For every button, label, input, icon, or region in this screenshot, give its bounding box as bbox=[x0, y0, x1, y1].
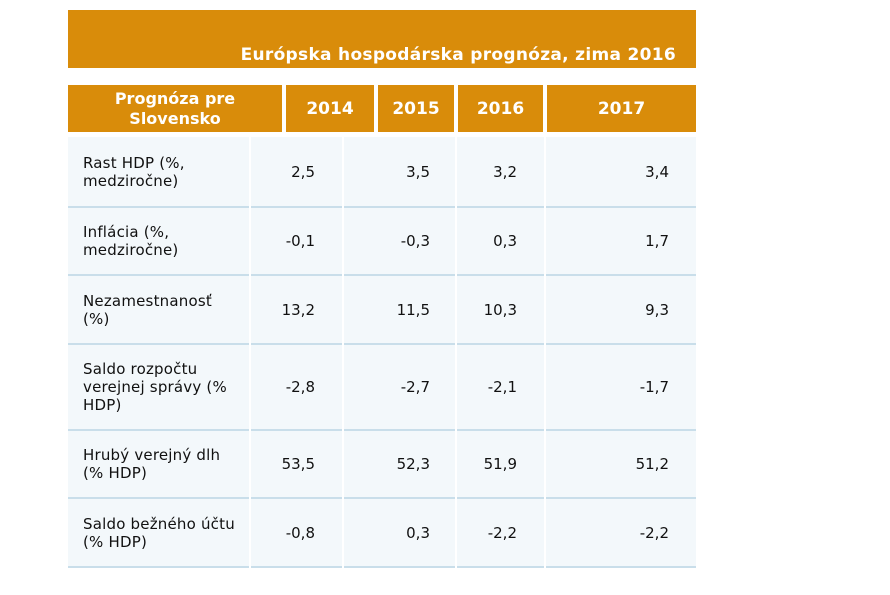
value: 1,7 bbox=[645, 232, 669, 250]
row-label: Hrubý verejný dlh (% HDP) bbox=[83, 446, 221, 482]
row-label-cell: Nezamestnanosť (%) bbox=[68, 276, 249, 345]
row-label-cell: Rast HDP (%, medziročne) bbox=[68, 137, 249, 208]
value: 0,3 bbox=[406, 523, 430, 542]
value: -2,1 bbox=[487, 378, 517, 396]
table-title-bar: Európska hospodárska prognóza, zima 2016 bbox=[68, 10, 696, 68]
value-cell: -0,1 bbox=[251, 208, 342, 276]
value: 13,2 bbox=[281, 300, 315, 319]
header-year-2015: 2015 bbox=[378, 85, 454, 132]
value: -2,2 bbox=[639, 523, 669, 542]
row-label-cell: Saldo rozpočtu verejnej správy (% HDP) bbox=[68, 345, 249, 431]
value-cell: -0,8 bbox=[251, 499, 342, 568]
value: 3,2 bbox=[493, 162, 517, 181]
row-label: Nezamestnanosť (%) bbox=[83, 291, 212, 328]
value-cell: 1,7 bbox=[546, 208, 696, 276]
value-cell: -0,3 bbox=[344, 208, 455, 276]
value: 51,2 bbox=[635, 455, 669, 473]
value: 9,3 bbox=[645, 300, 669, 319]
row-label-cell: Inflácia (%, medziročne) bbox=[68, 208, 249, 276]
value: -0,1 bbox=[285, 232, 315, 250]
value-cell: 3,5 bbox=[344, 137, 455, 208]
value-cell: 51,2 bbox=[546, 431, 696, 499]
header-year-label: 2016 bbox=[476, 98, 525, 119]
header-year-2017: 2017 bbox=[547, 85, 696, 132]
value-cell: 11,5 bbox=[344, 276, 455, 345]
header-year-label: 2014 bbox=[306, 98, 354, 119]
header-year-label: 2017 bbox=[597, 98, 646, 119]
value-cell: -1,7 bbox=[546, 345, 696, 431]
value-cell: 9,3 bbox=[546, 276, 696, 345]
value-cell: -2,2 bbox=[546, 499, 696, 568]
value: 53,5 bbox=[281, 455, 315, 473]
value: 2,5 bbox=[291, 162, 315, 181]
value-cell: -2,2 bbox=[457, 499, 544, 568]
header-label-cell: Prognóza pre Slovensko bbox=[68, 85, 282, 132]
value-cell: 51,9 bbox=[457, 431, 544, 499]
value: 10,3 bbox=[483, 300, 517, 319]
header-year-2016: 2016 bbox=[458, 85, 543, 132]
value: -2,2 bbox=[487, 523, 517, 542]
value: -0,3 bbox=[400, 232, 430, 250]
row-label-cell: Hrubý verejný dlh (% HDP) bbox=[68, 431, 249, 499]
value-cell: -2,7 bbox=[344, 345, 455, 431]
value-cell: 53,5 bbox=[251, 431, 342, 499]
value: 11,5 bbox=[396, 300, 430, 319]
value: 3,4 bbox=[645, 162, 669, 181]
value-cell: -2,1 bbox=[457, 345, 544, 431]
value-cell: 3,2 bbox=[457, 137, 544, 208]
value-cell: 52,3 bbox=[344, 431, 455, 499]
value: 52,3 bbox=[396, 455, 430, 473]
value: -2,7 bbox=[400, 378, 430, 396]
row-label: Rast HDP (%, medziročne) bbox=[83, 153, 185, 190]
row-label-cell: Saldo bežného účtu (% HDP) bbox=[68, 499, 249, 568]
row-label: Saldo rozpočtu verejnej správy (% HDP) bbox=[83, 360, 227, 414]
value: -0,8 bbox=[285, 523, 315, 542]
value: 3,5 bbox=[406, 162, 430, 181]
value: -2,8 bbox=[285, 378, 315, 396]
value-cell: 0,3 bbox=[344, 499, 455, 568]
value-cell: 10,3 bbox=[457, 276, 544, 345]
header-label: Prognóza pre Slovensko bbox=[114, 88, 236, 128]
value-cell: 0,3 bbox=[457, 208, 544, 276]
value: -1,7 bbox=[639, 378, 669, 396]
row-label: Saldo bežného účtu (% HDP) bbox=[83, 514, 235, 551]
table-title: Európska hospodárska prognóza, zima 2016 bbox=[240, 45, 676, 65]
header-year-label: 2015 bbox=[392, 98, 440, 119]
value: 51,9 bbox=[483, 455, 517, 473]
value-cell: 2,5 bbox=[251, 137, 342, 208]
value-cell: 3,4 bbox=[546, 137, 696, 208]
title-spacer bbox=[68, 68, 696, 85]
value-cell: 13,2 bbox=[251, 276, 342, 345]
header-year-2014: 2014 bbox=[286, 85, 374, 132]
value-cell: -2,8 bbox=[251, 345, 342, 431]
value: 0,3 bbox=[493, 232, 517, 250]
row-label: Inflácia (%, medziročne) bbox=[83, 223, 179, 259]
